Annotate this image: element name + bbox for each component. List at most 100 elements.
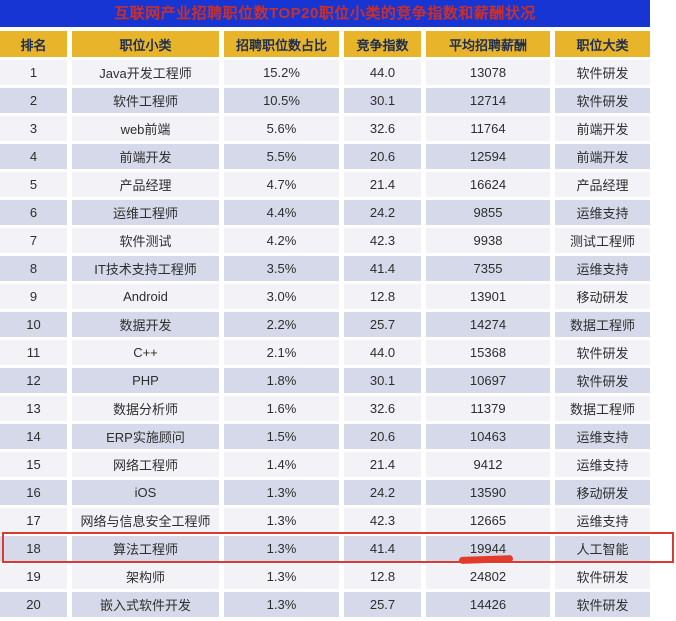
cell-position: Android: [72, 284, 219, 309]
cell-rank: 18: [0, 536, 67, 561]
cell-competition: 44.0: [344, 60, 421, 85]
page-title: 互联网产业招聘职位数TOP20职位小类的竞争指数和薪酬状况: [0, 0, 650, 27]
cell-share: 3.5%: [224, 256, 339, 281]
cell-position: 产品经理: [72, 172, 219, 197]
cell-share: 1.3%: [224, 564, 339, 589]
cell-position: 运维工程师: [72, 200, 219, 225]
cell-rank: 9: [0, 284, 67, 309]
cell-salary: 10697: [426, 368, 550, 393]
cell-position: 数据分析师: [72, 396, 219, 421]
cell-position: 嵌入式软件开发: [72, 592, 219, 617]
cell-salary: 12714: [426, 88, 550, 113]
cell-salary: 13078: [426, 60, 550, 85]
cell-rank: 5: [0, 172, 67, 197]
cell-competition: 44.0: [344, 340, 421, 365]
cell-rank: 2: [0, 88, 67, 113]
cell-rank: 6: [0, 200, 67, 225]
cell-category: 数据工程师: [555, 396, 650, 421]
cell-salary: 11764: [426, 116, 550, 141]
cell-category: 产品经理: [555, 172, 650, 197]
cell-salary: 9412: [426, 452, 550, 477]
cell-share: 1.3%: [224, 480, 339, 505]
recruitment-table: 排名 职位小类 招聘职位数占比 竞争指数 平均招聘薪酬 职位大类 1 Java开发…: [0, 31, 650, 617]
cell-category: 软件研发: [555, 340, 650, 365]
cell-rank: 10: [0, 312, 67, 337]
cell-salary: 12594: [426, 144, 550, 169]
cell-category: 软件研发: [555, 564, 650, 589]
cell-competition: 25.7: [344, 592, 421, 617]
column-header-position: 职位小类: [72, 31, 219, 57]
cell-competition: 25.7: [344, 312, 421, 337]
cell-salary: 9938: [426, 228, 550, 253]
cell-competition: 20.6: [344, 424, 421, 449]
cell-competition: 21.4: [344, 172, 421, 197]
cell-category: 运维支持: [555, 424, 650, 449]
cell-competition: 30.1: [344, 368, 421, 393]
cell-competition: 12.8: [344, 564, 421, 589]
cell-category: 软件研发: [555, 88, 650, 113]
cell-salary: 9855: [426, 200, 550, 225]
cell-category: 移动研发: [555, 480, 650, 505]
cell-position: ERP实施顾问: [72, 424, 219, 449]
cell-rank: 1: [0, 60, 67, 85]
cell-competition: 24.2: [344, 200, 421, 225]
cell-rank: 15: [0, 452, 67, 477]
cell-share: 2.1%: [224, 340, 339, 365]
cell-salary: 24802: [426, 564, 550, 589]
cell-position: 软件工程师: [72, 88, 219, 113]
cell-position: PHP: [72, 368, 219, 393]
cell-salary: 14426: [426, 592, 550, 617]
cell-position: iOS: [72, 480, 219, 505]
cell-salary: 16624: [426, 172, 550, 197]
cell-share: 15.2%: [224, 60, 339, 85]
cell-category: 运维支持: [555, 508, 650, 533]
cell-position: IT技术支持工程师: [72, 256, 219, 281]
cell-share: 1.8%: [224, 368, 339, 393]
cell-rank: 17: [0, 508, 67, 533]
cell-rank: 7: [0, 228, 67, 253]
cell-salary: 15368: [426, 340, 550, 365]
cell-rank: 8: [0, 256, 67, 281]
cell-salary: 10463: [426, 424, 550, 449]
cell-rank: 13: [0, 396, 67, 421]
cell-share: 5.6%: [224, 116, 339, 141]
cell-competition: 24.2: [344, 480, 421, 505]
cell-rank: 4: [0, 144, 67, 169]
cell-rank: 3: [0, 116, 67, 141]
cell-rank: 20: [0, 592, 67, 617]
cell-category: 软件研发: [555, 368, 650, 393]
cell-category: 测试工程师: [555, 228, 650, 253]
cell-share: 1.4%: [224, 452, 339, 477]
cell-share: 4.2%: [224, 228, 339, 253]
cell-share: 1.3%: [224, 536, 339, 561]
cell-category: 前端开发: [555, 116, 650, 141]
cell-share: 1.3%: [224, 592, 339, 617]
cell-position: C++: [72, 340, 219, 365]
cell-category: 运维支持: [555, 256, 650, 281]
cell-rank: 11: [0, 340, 67, 365]
cell-position: 架构师: [72, 564, 219, 589]
cell-category: 软件研发: [555, 60, 650, 85]
cell-position: 网络与信息安全工程师: [72, 508, 219, 533]
cell-position: 算法工程师: [72, 536, 219, 561]
cell-rank: 19: [0, 564, 67, 589]
cell-salary: 13901: [426, 284, 550, 309]
cell-share: 5.5%: [224, 144, 339, 169]
cell-position: Java开发工程师: [72, 60, 219, 85]
cell-share: 10.5%: [224, 88, 339, 113]
cell-competition: 21.4: [344, 452, 421, 477]
cell-salary: 11379: [426, 396, 550, 421]
cell-category: 运维支持: [555, 452, 650, 477]
cell-competition: 12.8: [344, 284, 421, 309]
cell-competition: 41.4: [344, 256, 421, 281]
cell-competition: 20.6: [344, 144, 421, 169]
cell-rank: 14: [0, 424, 67, 449]
cell-competition: 41.4: [344, 536, 421, 561]
cell-competition: 42.3: [344, 228, 421, 253]
cell-salary: 14274: [426, 312, 550, 337]
cell-category: 人工智能: [555, 536, 650, 561]
cell-category: 前端开发: [555, 144, 650, 169]
cell-rank: 16: [0, 480, 67, 505]
cell-category: 数据工程师: [555, 312, 650, 337]
column-header-share: 招聘职位数占比: [224, 31, 339, 57]
